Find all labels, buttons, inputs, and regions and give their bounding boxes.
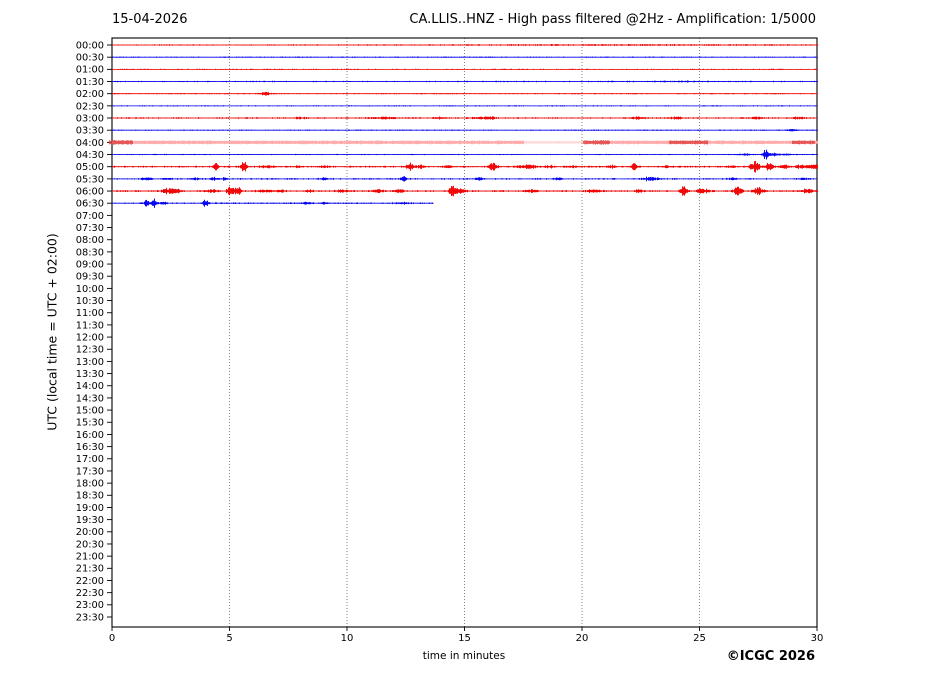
svg-text:08:00: 08:00 [76,235,104,246]
svg-text:05:30: 05:30 [76,174,104,185]
trace-row-01:30 [112,80,818,83]
svg-text:5: 5 [226,633,232,644]
trace-row-05:30 [112,176,818,182]
svg-text:21:00: 21:00 [76,552,104,563]
plot-date: 15-04-2026 [112,12,188,27]
svg-text:12:00: 12:00 [76,332,104,343]
svg-text:23:00: 23:00 [76,600,104,611]
x-gridlines [229,38,700,627]
trace-row-01:00 [112,68,818,70]
svg-text:09:00: 09:00 [76,259,104,270]
svg-text:17:30: 17:30 [76,466,104,477]
svg-text:03:30: 03:30 [76,126,104,137]
svg-text:08:30: 08:30 [76,247,104,258]
copyright-text: ©ICGC 2026 [726,649,815,664]
trace-row-00:30 [112,56,818,58]
svg-text:10:30: 10:30 [76,296,104,307]
trace-row-05:00 [112,160,818,173]
svg-text:21:30: 21:30 [76,564,104,575]
trace-row-03:30 [112,129,818,132]
trace-row-03:00 [112,116,818,120]
svg-text:16:00: 16:00 [76,430,104,441]
trace-row-02:00 [112,91,818,96]
svg-text:01:00: 01:00 [76,65,104,76]
svg-text:03:00: 03:00 [76,113,104,124]
svg-text:13:30: 13:30 [76,369,104,380]
plot-title: CA.LLIS..HNZ - High pass filtered @2Hz -… [409,12,816,27]
svg-text:12:30: 12:30 [76,345,104,356]
y-axis-ticks [107,44,112,618]
trace-row-04:30 [112,149,818,160]
svg-text:00:30: 00:30 [76,53,104,64]
svg-text:15:30: 15:30 [76,418,104,429]
svg-text:09:30: 09:30 [76,272,104,283]
svg-text:02:00: 02:00 [76,89,104,100]
svg-text:07:00: 07:00 [76,211,104,222]
svg-text:14:00: 14:00 [76,381,104,392]
svg-text:20: 20 [576,633,589,644]
svg-text:19:30: 19:30 [76,515,104,526]
svg-text:11:30: 11:30 [76,320,104,331]
svg-text:25: 25 [693,633,706,644]
svg-text:17:00: 17:00 [76,454,104,465]
svg-text:16:30: 16:30 [76,442,104,453]
trace-row-06:30 [112,198,434,208]
svg-text:22:00: 22:00 [76,576,104,587]
svg-text:0: 0 [109,633,115,644]
svg-text:00:00: 00:00 [76,40,104,51]
svg-text:06:00: 06:00 [76,186,104,197]
x-axis-ticks [111,627,818,631]
trace-row-00:00 [112,44,818,46]
svg-text:19:00: 19:00 [76,503,104,514]
trace-row-06:00 [112,185,818,197]
trace-dark-smears [109,140,815,145]
svg-text:23:30: 23:30 [76,612,104,623]
svg-text:02:30: 02:30 [76,101,104,112]
svg-text:15:00: 15:00 [76,406,104,417]
svg-text:04:30: 04:30 [76,150,104,161]
svg-text:10:00: 10:00 [76,284,104,295]
svg-text:14:30: 14:30 [76,393,104,404]
svg-text:13:00: 13:00 [76,357,104,368]
svg-text:04:00: 04:00 [76,138,104,149]
svg-text:15: 15 [458,633,471,644]
x-axis-tick-labels: 0 5 10 15 20 25 30 [109,633,824,644]
svg-text:11:00: 11:00 [76,308,104,319]
trace-row-02:30 [112,105,818,107]
svg-text:30: 30 [811,633,824,644]
seismic-traces [109,44,818,208]
svg-text:06:30: 06:30 [76,199,104,210]
svg-text:10: 10 [341,633,354,644]
svg-text:22:30: 22:30 [76,588,104,599]
svg-text:20:30: 20:30 [76,539,104,550]
svg-text:07:30: 07:30 [76,223,104,234]
svg-text:01:30: 01:30 [76,77,104,88]
x-axis-label: time in minutes [422,650,506,662]
trace-row-04:00 [109,140,818,145]
svg-text:18:00: 18:00 [76,479,104,490]
svg-text:05:00: 05:00 [76,162,104,173]
svg-text:18:30: 18:30 [76,491,104,502]
svg-text:20:00: 20:00 [76,527,104,538]
